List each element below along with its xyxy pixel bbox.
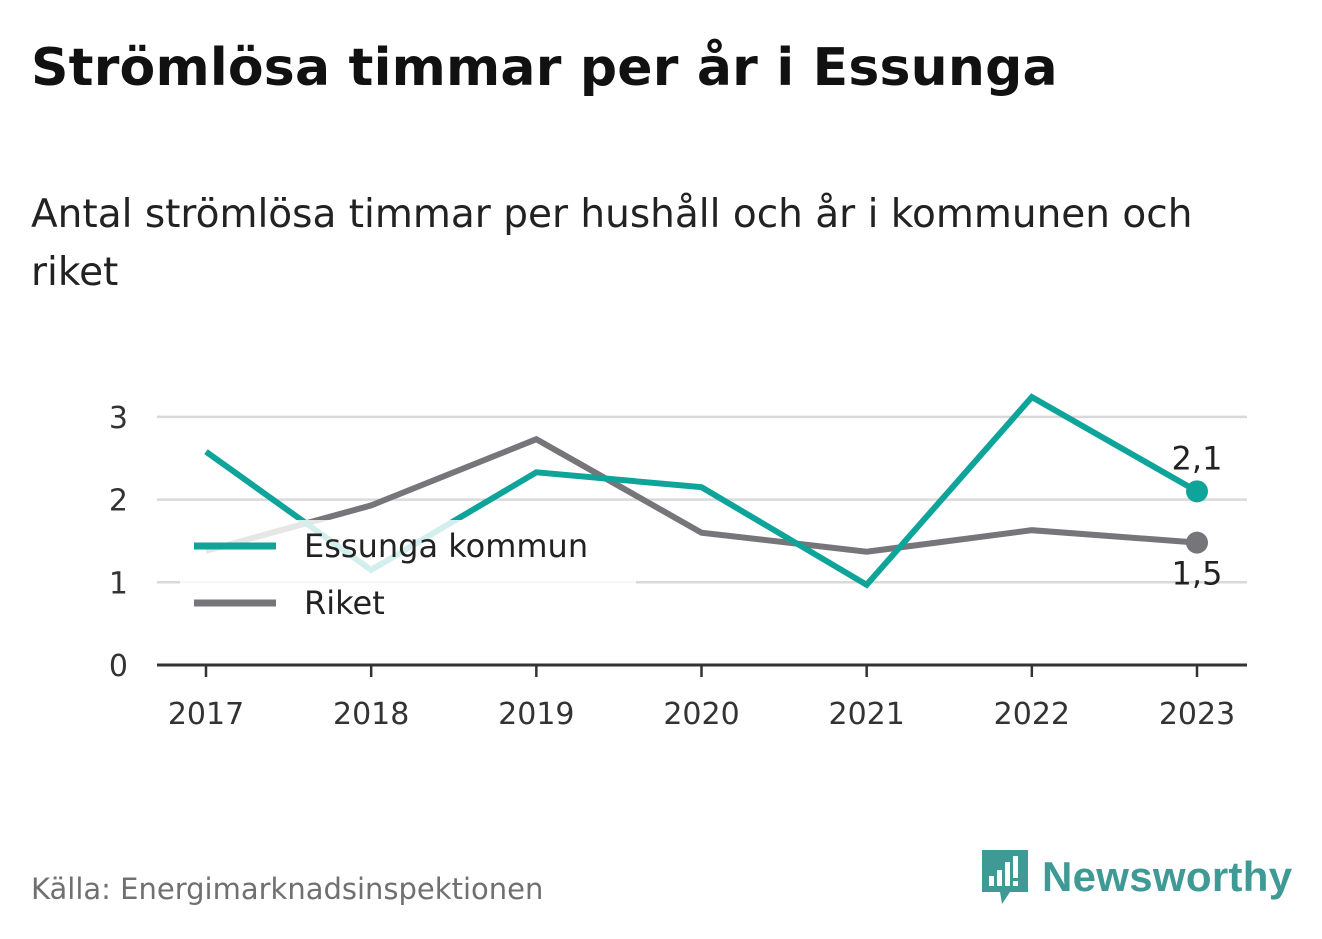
line-chart: 0 1 2 3 Essunga kommun Riket 2017 2018 2019 202… <box>109 393 1247 732</box>
brand-logo: Newsworthy <box>980 848 1292 906</box>
end-label-essunga: 2,1 <box>1172 439 1223 477</box>
x-tick-label: 2021 <box>828 697 904 732</box>
x-tick-label: 2023 <box>1159 697 1235 732</box>
x-axis: 2017 2018 2019 2020 2021 2022 2023 <box>157 663 1247 732</box>
legend-label: Essunga kommun <box>304 527 588 565</box>
x-tick-label: 2022 <box>994 697 1070 732</box>
y-tick-label: 2 <box>109 484 128 519</box>
end-label-riket: 1,5 <box>1172 555 1223 593</box>
y-tick-label: 0 <box>109 649 128 684</box>
source-note: Källa: Energimarknadsinspektionen <box>31 872 544 906</box>
end-point-essunga <box>1186 480 1208 503</box>
brand-name: Newsworthy <box>1042 853 1293 900</box>
x-tick-label: 2020 <box>663 697 739 732</box>
legend: Essunga kommun Riket <box>180 520 636 634</box>
legend-background <box>180 520 636 634</box>
y-axis-ticks: 0 1 2 3 <box>109 401 128 684</box>
y-tick-label: 3 <box>109 401 128 436</box>
end-labels: 2,1 1,5 <box>1172 439 1223 592</box>
end-point-riket <box>1186 531 1208 554</box>
bar-chart-speech-bubble-icon <box>982 850 1028 904</box>
x-tick-label: 2018 <box>333 697 409 732</box>
x-tick-label: 2017 <box>168 697 244 732</box>
series-line-riket <box>205 435 1198 555</box>
chart-title: Strömlösa timmar per år i Essunga <box>31 38 1058 98</box>
x-tick-label: 2019 <box>498 697 574 732</box>
y-tick-label: 1 <box>109 566 128 601</box>
chart-subtitle: Antal strömlösa timmar per hushåll och å… <box>31 192 1193 295</box>
legend-label: Riket <box>304 584 385 622</box>
